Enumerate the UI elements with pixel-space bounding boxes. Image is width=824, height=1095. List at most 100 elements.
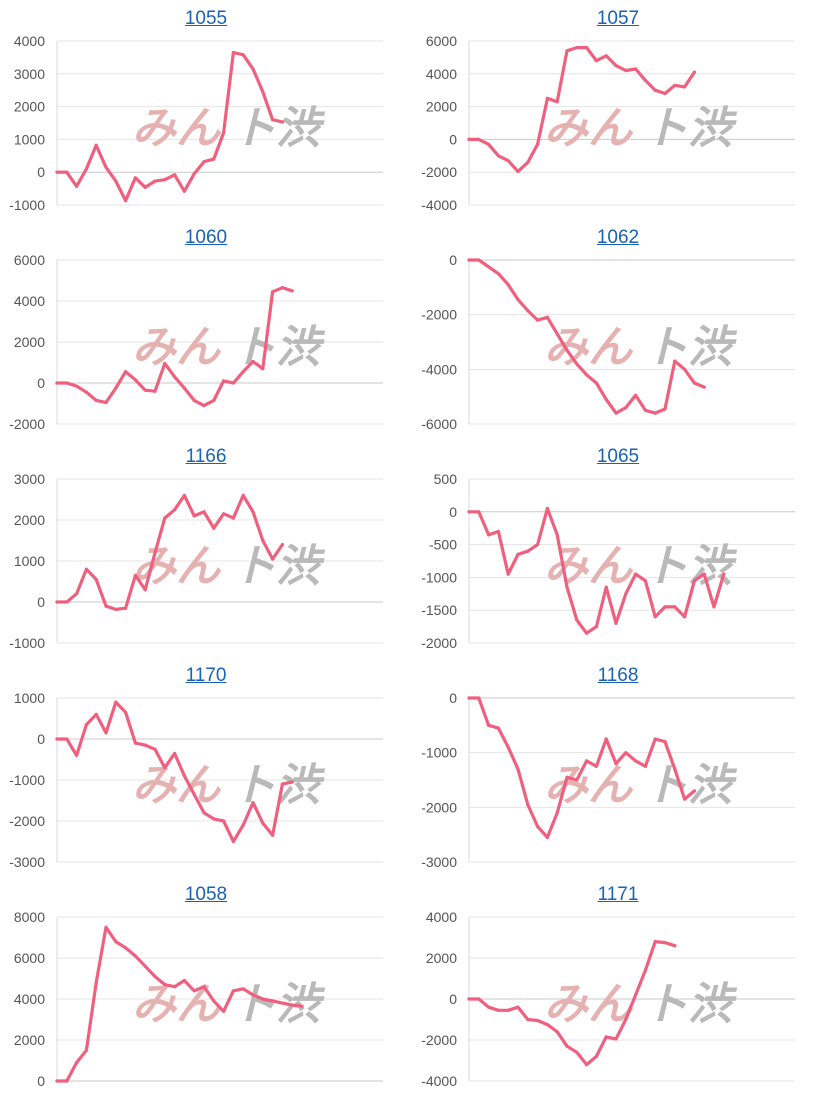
data-point [575,778,579,782]
data-point [643,408,647,412]
y-tick-label: -1000 [9,197,45,213]
data-point [565,585,569,589]
chart-plot: 6000 4000 2000 0 -2000 みん ト渋 [9,252,383,432]
data-point [84,1048,88,1052]
data-point [94,712,98,716]
data-point [575,618,579,622]
data-point [163,766,167,770]
data-point [192,398,196,402]
data-point [653,940,657,944]
y-tick-label: -4000 [421,361,457,377]
data-point [261,90,265,94]
data-point [280,1001,284,1005]
chart-panel: 6000 4000 2000 0 -2000 みん ト渋 1060 [0,219,412,438]
data-point [614,64,618,68]
chart-title-link[interactable]: 1057 [596,8,640,29]
chart-title-link[interactable]: 1170 [185,665,227,686]
chart-title-link[interactable]: 1168 [597,665,639,686]
chart-title-link[interactable]: 1062 [596,227,640,248]
data-point [477,510,481,514]
y-tick-label: 2000 [426,99,457,115]
data-point [173,751,177,755]
data-point [280,120,284,124]
y-tick-label: -1000 [9,635,45,651]
data-point [280,286,284,290]
data-point [241,370,245,374]
data-point [153,179,157,183]
data-point [604,585,608,589]
data-point [653,411,657,415]
data-point [673,605,677,609]
data-point [506,745,510,749]
chart-title-link[interactable]: 1058 [184,884,228,905]
data-point [585,373,589,377]
data-point [477,137,481,141]
data-point [231,381,235,385]
chart-panel: 3000 2000 1000 0 -1000 みん ト渋 1166 [0,438,412,657]
data-point [536,1018,540,1023]
data-point [114,386,118,390]
data-point [114,179,118,183]
data-point [683,367,687,371]
chart-panel: 0 -1000 -2000 -3000 みん ト渋 1168 [412,657,824,876]
data-point [231,839,235,844]
data-point [163,516,167,520]
data-point [594,59,598,63]
data-point [487,142,491,146]
data-point [536,142,540,146]
watermark-text-a: みん [132,103,222,154]
y-tick-label: 0 [37,1073,45,1089]
data-point [536,543,540,547]
data-point [94,143,98,147]
data-point [545,506,549,511]
data-point [231,516,235,520]
data-point [673,83,677,87]
data-point [594,1054,598,1058]
data-point [251,993,255,997]
data-point [565,1044,569,1048]
data-point [467,696,471,700]
data-point [692,789,696,793]
data-point [487,723,491,727]
data-point [506,283,510,287]
data-point [624,68,628,73]
data-point [467,258,471,262]
chart-title-link[interactable]: 1065 [596,446,640,467]
data-point [692,70,696,74]
data-point [212,999,216,1003]
data-point [55,170,59,174]
data-point [545,96,549,100]
watermark-text-a: みん [132,760,222,811]
y-tick-label: 0 [37,164,45,180]
data-point [290,780,294,784]
watermark-text-a: みん [544,979,634,1030]
data-point [202,985,206,989]
chart-title-link[interactable]: 1166 [185,446,227,467]
series-line [467,45,696,173]
data-point [65,381,69,385]
data-point [133,378,137,382]
data-point [261,367,265,371]
data-point [585,1063,589,1067]
data-point [624,592,628,596]
data-point [280,543,284,547]
chart-panel: 8000 6000 4000 2000 0 みん ト渋 1058 [0,876,412,1095]
y-tick-label: -2000 [421,307,457,323]
chart-title-link[interactable]: 1055 [184,8,228,29]
chart-title-link[interactable]: 1060 [184,227,228,248]
chart-title-link[interactable]: 1171 [597,884,639,905]
data-point [673,359,677,363]
y-tick-label: 0 [449,991,457,1007]
data-point [496,1008,500,1012]
chart-plot: 0 -2000 -4000 -6000 みん ト渋 [421,252,795,432]
data-point [683,85,687,89]
watermark-text-b: ト渋 [644,541,738,592]
y-tick-label: -3000 [9,854,45,870]
data-point [653,615,657,619]
data-point [65,170,69,174]
data-point [722,572,726,576]
y-tick-label: 4000 [14,293,45,309]
data-point [75,384,79,388]
